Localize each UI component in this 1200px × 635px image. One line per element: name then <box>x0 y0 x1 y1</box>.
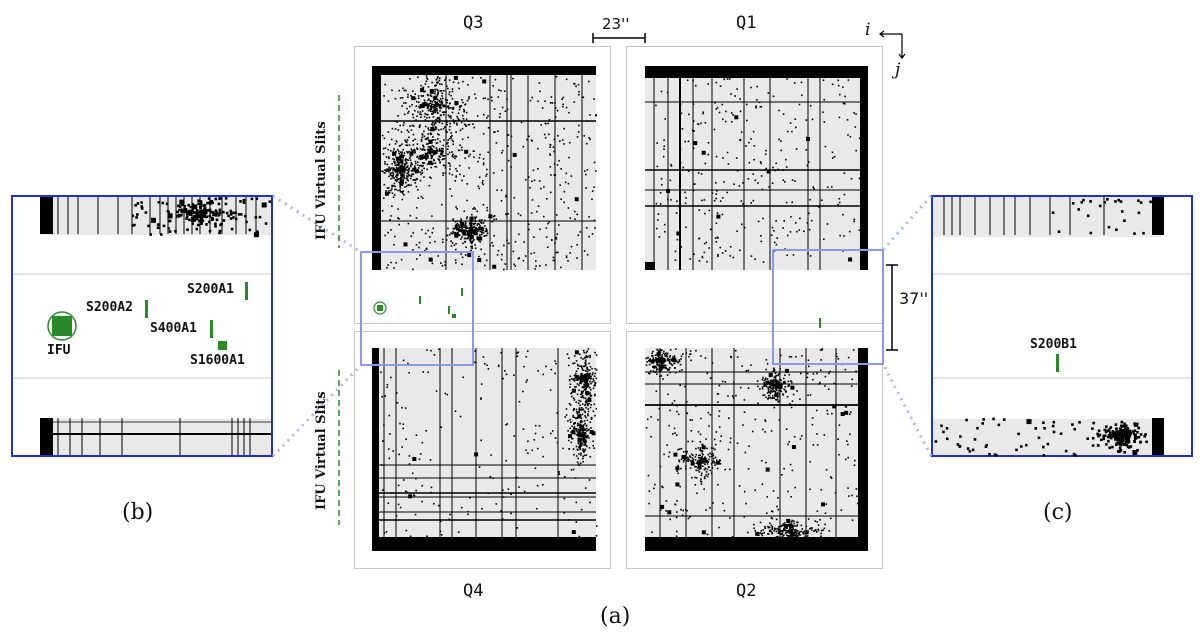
label-s1600a1: S1600A1 <box>190 353 245 368</box>
scale-bar-vertical <box>886 264 898 351</box>
scale-label-horizontal: 23'' <box>602 15 630 33</box>
label-s200a1: S200A1 <box>187 282 234 297</box>
q4-failed-shutters <box>380 348 598 538</box>
q1-detector-border <box>645 66 868 270</box>
axis-label-j: j <box>895 60 901 80</box>
zoom-connectors <box>271 194 933 458</box>
q2-failed-shutters <box>645 348 859 539</box>
zoom-b-shutter-bottom <box>41 419 271 455</box>
panel-label-a: (a) <box>600 604 631 629</box>
scale-label-vertical: 37'' <box>899 289 929 308</box>
label-s200b1: S200B1 <box>1030 337 1077 352</box>
zoom-panel-b <box>11 195 273 457</box>
quadrant-label-q4: Q4 <box>463 581 484 601</box>
q2-detector-border <box>645 348 868 551</box>
axis-label-i: i <box>865 20 871 40</box>
quadrant-label-q3: Q3 <box>463 13 484 33</box>
q3-failed-shutters <box>381 75 597 271</box>
highlight-box-left <box>360 251 474 366</box>
q1-shutter-lines <box>645 78 860 270</box>
scale-bar-horizontal <box>592 33 646 43</box>
q2-shutter-lines <box>645 348 858 537</box>
q4-detector-border <box>372 348 596 551</box>
quadrant-label-q2: Q2 <box>736 581 757 601</box>
zoom-c-shutter-top <box>933 197 1161 237</box>
q1-failed-shutters <box>655 78 861 263</box>
zoom-b-shutter-lines <box>57 197 272 455</box>
q3-detector-border <box>372 66 596 270</box>
panel-label-c: (c) <box>1043 500 1073 525</box>
shutter-array-q4 <box>372 348 596 550</box>
q4-shutter-lines <box>372 348 596 537</box>
zoom-b-detail <box>13 197 271 455</box>
label-ifu: IFU <box>47 343 71 358</box>
ifu-virtual-slits-label-bottom: IFU Virtual Slits <box>314 391 329 510</box>
label-s200a2: S200A2 <box>86 300 133 315</box>
panel-label-b: (b) <box>122 500 154 525</box>
label-s400a1: S400A1 <box>150 321 197 336</box>
zoom-c-shutter-lines <box>934 197 1152 457</box>
zoom-c-detail <box>933 197 1191 455</box>
quadrant-label-q1: Q1 <box>736 13 757 33</box>
central-fixed-slits <box>373 288 821 328</box>
ifu-virtual-slits-label-top: IFU Virtual Slits <box>314 121 329 240</box>
ij-axes <box>879 30 906 59</box>
highlight-box-right <box>772 249 884 365</box>
